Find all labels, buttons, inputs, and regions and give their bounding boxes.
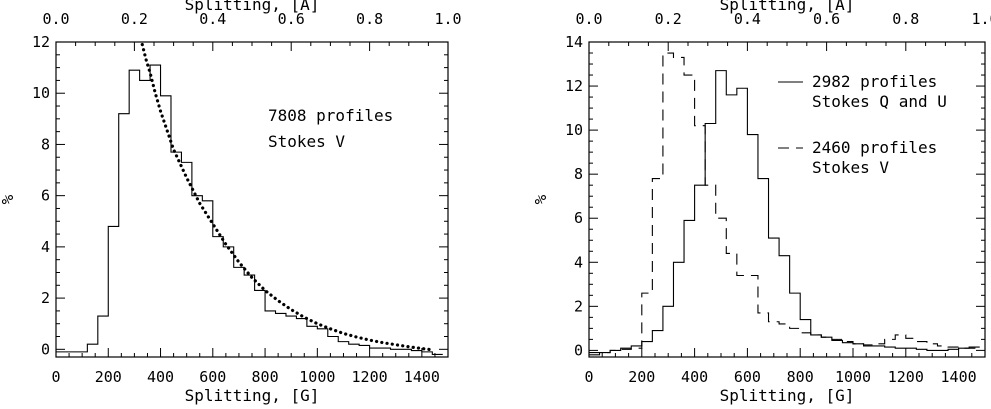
- x-tick-label: 1400: [404, 368, 440, 386]
- x-tick-label: 1000: [299, 368, 335, 386]
- y-tick-label: 6: [41, 187, 50, 205]
- x-tick-label: 1400: [941, 368, 977, 386]
- series-line-1: [589, 52, 980, 354]
- x-tick-label: 600: [734, 368, 761, 386]
- x-tick-label: 400: [147, 368, 174, 386]
- top-x-tick-label: 0.0: [42, 10, 69, 28]
- y-tick-label: 4: [574, 253, 583, 271]
- y-tick-label: 6: [574, 209, 583, 227]
- series-line-1: [140, 42, 434, 352]
- x-tick-label: 1000: [835, 368, 871, 386]
- x-axis-title: Splitting, [G]: [720, 386, 855, 405]
- series-line-0: [56, 64, 443, 355]
- x-tick-label: 800: [787, 368, 814, 386]
- top-x-tick-label: 0.2: [121, 10, 148, 28]
- legend-label: 2460 profiles: [812, 138, 937, 157]
- y-axis-title: %: [0, 194, 17, 204]
- top-x-tick-label: 0.0: [575, 10, 602, 28]
- legend-label: 2982 profiles: [812, 72, 937, 91]
- x-tick-label: 400: [681, 368, 708, 386]
- y-tick-label: 0: [574, 341, 583, 359]
- top-x-tick-label: 1.0: [434, 10, 461, 28]
- y-tick-label: 2: [41, 289, 50, 307]
- annotation-text: 7808 profiles: [268, 106, 393, 125]
- top-x-tick-label: 0.6: [278, 10, 305, 28]
- left-histogram-panel: 0 200 400 600 800 1000 1200 1400 0.0 0.2 0.4 0.6 0.8…: [0, 0, 462, 405]
- x-tick-label: 1200: [352, 368, 388, 386]
- y-tick-label: 4: [41, 238, 50, 256]
- plot-frame: [55, 41, 449, 358]
- y-tick-label: 10: [32, 84, 50, 102]
- x-axis-title: Splitting, [G]: [185, 386, 320, 405]
- top-x-tick-label: 0.8: [356, 10, 383, 28]
- y-axis-title: %: [531, 194, 550, 204]
- right-histogram-panel: 0 200 400 600 800 1000 1200 1400 0.0 0.2 0.4 0.6 0.8…: [531, 0, 991, 405]
- x-tick-label: 600: [199, 368, 226, 386]
- y-tick-label: 8: [574, 165, 583, 183]
- annotation-text: Stokes V: [268, 132, 345, 151]
- y-tick-label: 0: [41, 340, 50, 358]
- top-x-tick-label: 1.0: [971, 10, 991, 28]
- y-tick-label: 8: [41, 135, 50, 153]
- top-x-axis-title: Splitting, [Å]: [720, 0, 855, 14]
- top-x-tick-label: 0.4: [199, 10, 226, 28]
- x-tick-label: 0: [584, 368, 593, 386]
- legend-label: Stokes V: [812, 158, 889, 177]
- top-x-axis-title: Splitting, [Å]: [185, 0, 320, 14]
- x-tick-label: 1200: [888, 368, 924, 386]
- x-tick-label: 0: [51, 368, 60, 386]
- series-line-0: [589, 70, 980, 356]
- y-tick-label: 12: [32, 33, 50, 51]
- legend-label: Stokes Q and U: [812, 92, 947, 111]
- x-tick-label: 800: [252, 368, 279, 386]
- y-tick-label: 2: [574, 297, 583, 315]
- x-tick-label: 200: [95, 368, 122, 386]
- top-x-tick-label: 0.6: [813, 10, 840, 28]
- top-x-tick-label: 0.8: [892, 10, 919, 28]
- top-x-tick-label: 0.2: [655, 10, 682, 28]
- y-tick-label: 14: [565, 33, 583, 51]
- top-x-tick-label: 0.4: [734, 10, 761, 28]
- y-tick-label: 12: [565, 77, 583, 95]
- x-tick-label: 200: [628, 368, 655, 386]
- y-tick-label: 10: [565, 121, 583, 139]
